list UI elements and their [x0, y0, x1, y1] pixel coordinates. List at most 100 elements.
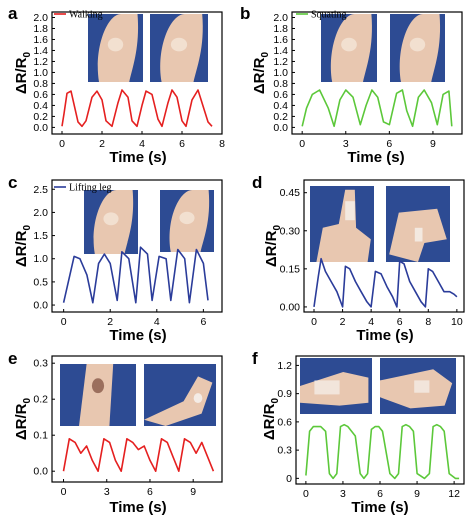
xtick-label: 0	[303, 488, 309, 500]
ytick-label: 0.8	[33, 78, 48, 90]
panel-letter: a	[8, 4, 18, 23]
ytick-label: 1.0	[33, 67, 48, 79]
y-axis-label-subscript: 0	[22, 224, 33, 230]
y-axis-label: ΔR/R0	[263, 224, 283, 267]
series-line	[305, 423, 460, 480]
ytick-label: 0.00	[280, 301, 301, 313]
panel-letter: b	[240, 4, 250, 23]
panel-c: 0.0 0.5 1.0 1.5 2.0 2.5 0 2 4 6 Lifting leg c Time (…	[8, 173, 223, 344]
legend-label: Walking	[69, 10, 103, 21]
y-axis-label: ΔR/R0	[13, 397, 33, 440]
ytick-label: 0.0	[33, 466, 48, 478]
arm-skin	[79, 364, 114, 426]
sensor-patch	[103, 212, 119, 226]
ytick-label: 1.4	[273, 45, 288, 57]
ytick-label: 1.5	[33, 230, 48, 242]
x-axis-label: Time (s)	[109, 499, 166, 516]
xtick-label: 4	[368, 316, 374, 328]
ytick-label: 0.0	[33, 300, 48, 312]
sensor-patch	[91, 378, 105, 394]
plot-frame	[51, 11, 223, 135]
ytick-label: 0.5	[33, 276, 48, 288]
photo-1	[84, 190, 138, 254]
ytick-label: 2.0	[273, 12, 288, 24]
ytick-label: 0.3	[277, 445, 292, 457]
ytick-label: 1.2	[33, 56, 48, 68]
xtick-label: 6	[179, 138, 185, 150]
ytick-label: 0.1	[33, 430, 48, 442]
photo-1	[88, 14, 143, 82]
ytick-label: 0.6	[277, 416, 292, 428]
ytick-label: 0	[286, 473, 292, 485]
sensor-patch	[107, 37, 124, 52]
ytick-label: 0.45	[280, 187, 301, 199]
x-axis-label: Time (s)	[109, 149, 166, 166]
ytick-label: 0.0	[273, 122, 288, 134]
legend-label: Squating	[311, 10, 347, 21]
ytick-label: 1.2	[273, 56, 288, 68]
xtick-label: 9	[414, 488, 420, 500]
ytick-label: 1.0	[273, 67, 288, 79]
xtick-label: 6	[377, 488, 383, 500]
x-axis-label: Time (s)	[351, 499, 408, 516]
y-axis-label-main: ΔR/R	[13, 403, 30, 440]
ytick-label: 1.2	[277, 360, 292, 372]
xtick-label: 8	[219, 138, 225, 150]
sensor-patch	[345, 201, 355, 221]
ytick-label: 2.0	[33, 207, 48, 219]
ytick-label: 0.15	[280, 263, 301, 275]
ytick-label: 0.4	[33, 100, 48, 112]
sensor-patch	[414, 227, 423, 242]
y-axis-label-subscript: 0	[272, 224, 283, 230]
x-axis-label: Time (s)	[347, 149, 404, 166]
xtick-label: 0	[299, 138, 305, 150]
panel-b: 0.00.20.40.60.81.01.21.41.61.82.0 0 3 6 9 Squ…	[240, 4, 463, 166]
series-line	[62, 437, 215, 473]
xtick-label: 9	[190, 486, 196, 498]
photo-1	[321, 14, 377, 82]
photo-2	[390, 14, 445, 82]
plot-frame	[291, 11, 463, 135]
ytick-label: 1.8	[273, 23, 288, 35]
plot-frame	[51, 179, 223, 313]
xtick-label: 4	[154, 316, 160, 328]
sensor-patch	[414, 380, 430, 393]
xtick-label: 6	[200, 316, 206, 328]
photo-2	[144, 364, 216, 426]
xtick-label: 2	[340, 316, 346, 328]
ytick-label: 0.3	[33, 358, 48, 370]
xtick-label: 4	[139, 138, 145, 150]
xtick-label: 6	[147, 486, 153, 498]
y-axis-label-subscript: 0	[22, 397, 33, 403]
xtick-label: 3	[343, 138, 349, 150]
xtick-label: 0	[59, 138, 65, 150]
sensor-patch	[341, 37, 357, 52]
ytick-label: 1.0	[33, 253, 48, 265]
x-axis-label: Time (s)	[356, 327, 413, 344]
xtick-label: 6	[386, 138, 392, 150]
xtick-label: 10	[451, 316, 463, 328]
series-line	[62, 246, 209, 304]
y-axis-label-main: ΔR/R	[263, 230, 280, 267]
y-axis-label-subscript: 0	[22, 51, 33, 57]
xtick-label: 12	[448, 488, 460, 500]
xtick-label: 0	[61, 316, 67, 328]
xtick-label: 2	[99, 138, 105, 150]
legend-label: Lifting leg	[69, 183, 112, 194]
xtick-label: 3	[340, 488, 346, 500]
photo-2	[386, 186, 450, 262]
sensor-patch	[170, 37, 188, 52]
series-line	[313, 257, 458, 308]
ytick-label: 0.6	[273, 89, 288, 101]
x-axis-label: Time (s)	[109, 327, 166, 344]
ytick-label: 0.30	[280, 225, 301, 237]
photo-2	[380, 358, 456, 414]
ytick-label: 1.4	[33, 45, 48, 57]
y-axis-label-main: ΔR/R	[13, 57, 30, 94]
ytick-label: 0.4	[273, 100, 288, 112]
xtick-label: 6	[397, 316, 403, 328]
sensor-patch	[409, 37, 426, 52]
